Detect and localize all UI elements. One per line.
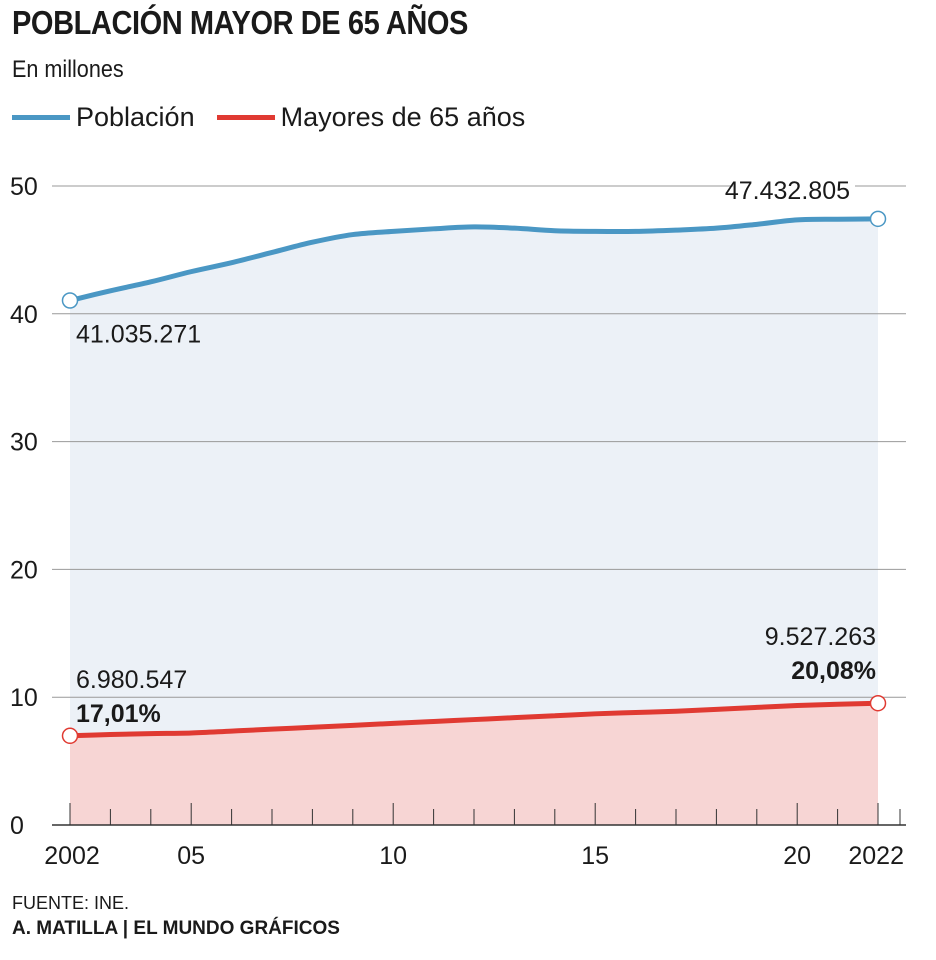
y-tick-label-40: 40: [10, 301, 38, 329]
y-tick-label-0: 0: [10, 812, 24, 840]
annotation-poblacion-end: 47.432.805: [725, 177, 850, 205]
marker-mayores-start: [61, 727, 79, 745]
x-tick-label-15: 15: [581, 842, 609, 870]
annotation-poblacion-start: 41.035.271: [76, 321, 201, 349]
y-tick-label-30: 30: [10, 429, 38, 457]
x-tick-label-10: 10: [379, 842, 407, 870]
area-poblacion: [70, 218, 878, 825]
y-tick-label-10: 10: [10, 684, 38, 712]
marker-poblacion-end: [869, 210, 887, 228]
annotation-bg: [733, 174, 855, 205]
y-tick-label-50: 50: [10, 173, 38, 201]
annotation-mayores-start: 6.980.547: [76, 666, 187, 694]
annotation-mayores-end-pct: 20,08%: [791, 657, 876, 685]
annotation-mayores-end: 9.527.263: [765, 623, 876, 651]
credit-note: A. MATILLA | EL MUNDO GRÁFICOS: [12, 918, 340, 939]
x-tick-label-2002: 2002: [44, 842, 100, 870]
legend-label-poblacion: Población: [76, 101, 195, 132]
x-tick-label-05: 05: [177, 842, 205, 870]
legend-swatch-poblacion: [12, 114, 70, 120]
chart-title: POBLACIÓN MAYOR DE 65 AÑOS: [12, 4, 468, 41]
line-mayores: [67, 700, 881, 739]
y-tick-label-20: 20: [10, 556, 38, 584]
line-poblacion: [67, 216, 881, 304]
chart-subtitle: En millones: [12, 56, 124, 83]
area-mayores: [70, 703, 878, 825]
legend-swatch-mayores: [216, 114, 275, 120]
legend-item-mayores: Mayores de 65 años: [216, 101, 526, 133]
source-note: FUENTE: INE.: [12, 893, 130, 913]
marker-poblacion-start: [61, 292, 79, 309]
legend: Población Mayores de 65 años: [12, 100, 547, 134]
annotation-mayores-start-pct: 17,01%: [76, 700, 161, 728]
marker-mayores-end: [869, 694, 887, 712]
legend-item-poblacion: Población: [12, 102, 195, 133]
legend-label-mayores: Mayores de 65 años: [280, 101, 526, 132]
x-tick-label-2022: 2022: [848, 842, 904, 870]
area-chart: 0 10 20 30 40 50 2002 05 10 15 20 2022 41.035.271 47.…: [10, 173, 906, 870]
x-tick-label-20: 20: [783, 842, 811, 870]
